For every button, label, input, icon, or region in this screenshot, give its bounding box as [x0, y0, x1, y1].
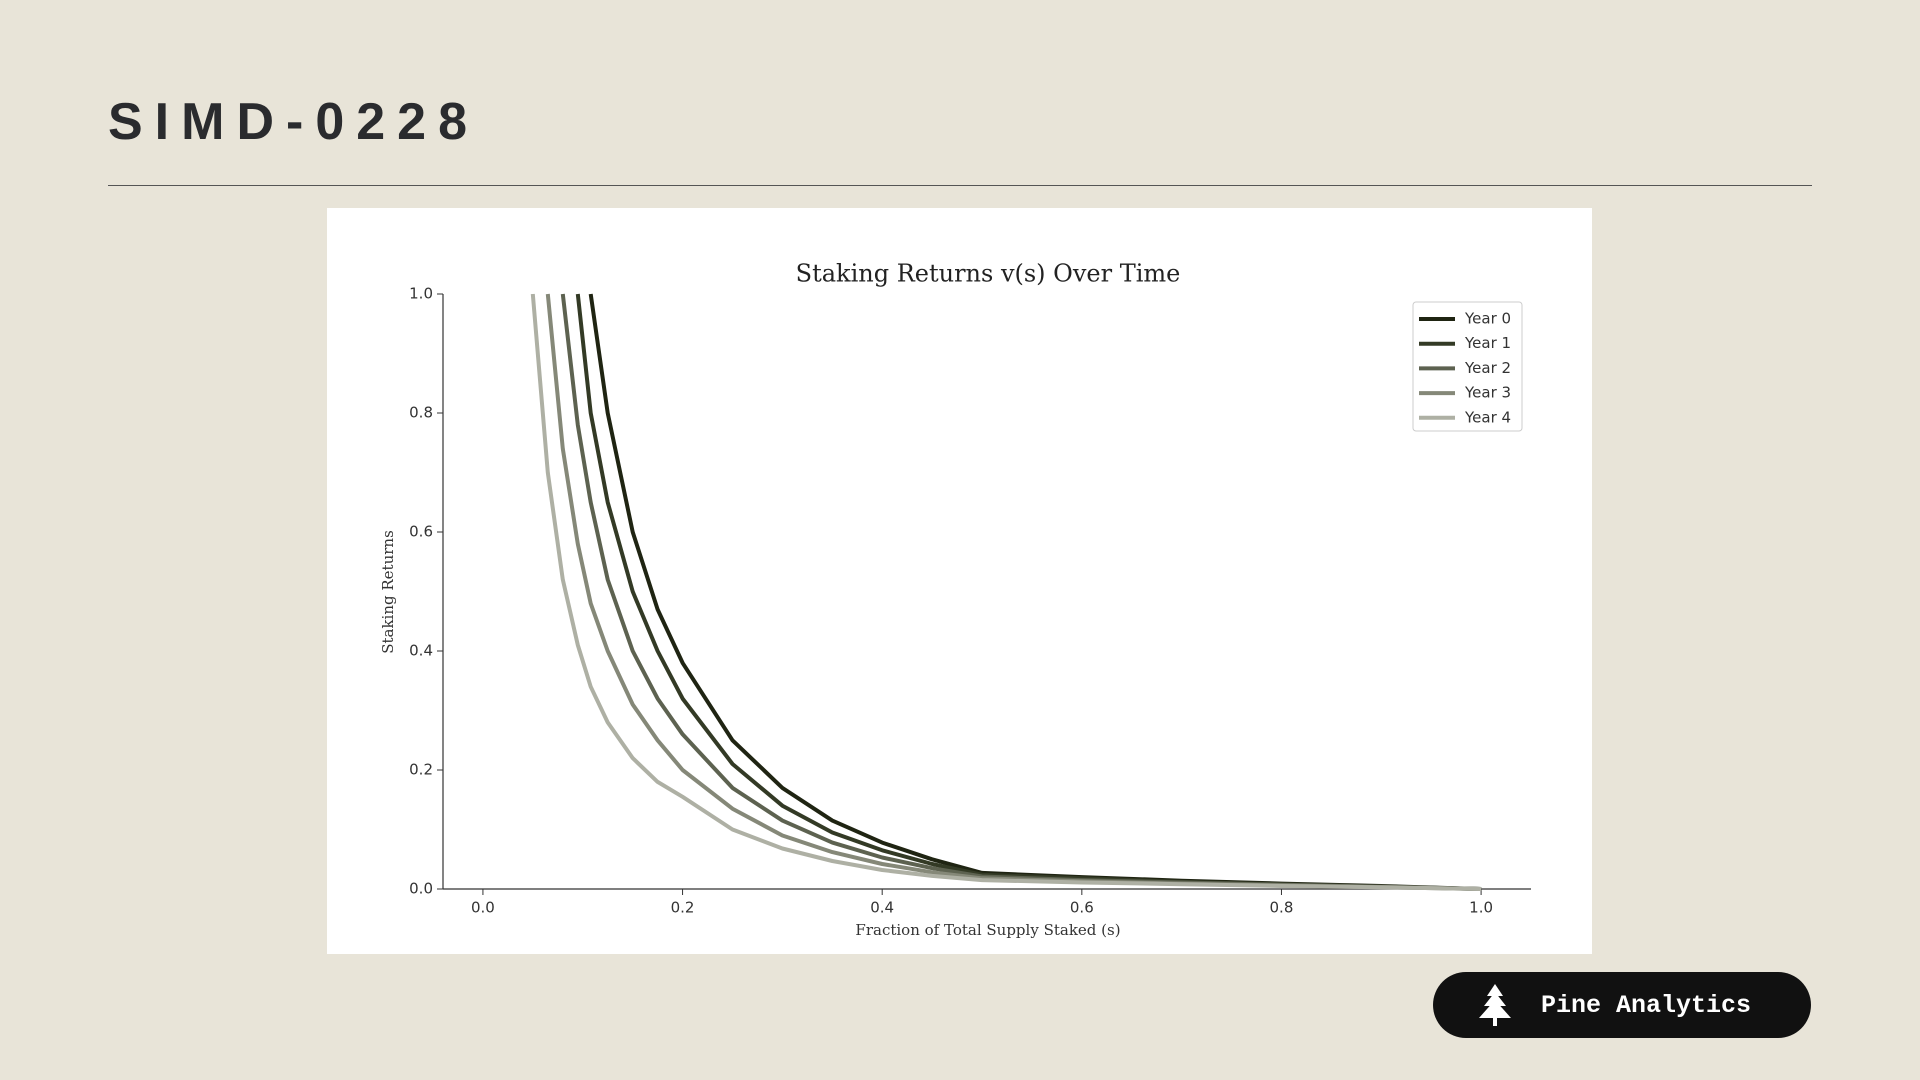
legend-label: Year 2 [1464, 359, 1511, 377]
legend-label: Year 4 [1464, 408, 1511, 426]
chart-title: Staking Returns v(s) Over Time [796, 260, 1181, 288]
x-tick-label: 0.0 [471, 899, 495, 917]
legend-label: Year 3 [1464, 384, 1511, 402]
slide-title: SIMD-0228 [108, 93, 479, 151]
brand-name: Pine Analytics [1541, 990, 1752, 1020]
legend-box [1412, 301, 1523, 432]
series-line [560, 293, 1482, 891]
pine-icon [1479, 984, 1511, 1026]
x-axis-label: Fraction of Total Supply Staked (s) [855, 921, 1120, 939]
series-line [588, 293, 1482, 891]
y-tick-label: 0.8 [409, 404, 433, 422]
x-tick-label: 0.6 [1070, 899, 1094, 917]
y-tick-label: 1.0 [409, 285, 433, 303]
x-tick-label: 0.2 [671, 899, 695, 917]
y-tick-label: 0.2 [409, 761, 433, 779]
series-line [575, 293, 1482, 891]
y-axis-label: Staking Returns [379, 530, 397, 654]
divider [108, 185, 1812, 186]
x-tick-label: 0.8 [1270, 899, 1294, 917]
series-line [530, 293, 1482, 891]
y-tick-label: 0.0 [409, 880, 433, 898]
brand-badge: Pine Analytics [1433, 972, 1811, 1038]
y-tick-label: 0.4 [409, 642, 433, 660]
y-tick-label: 0.6 [409, 523, 433, 541]
x-tick-label: 0.4 [870, 899, 894, 917]
x-tick-label: 1.0 [1469, 899, 1493, 917]
legend-label: Year 0 [1464, 310, 1511, 328]
legend-label: Year 1 [1464, 334, 1511, 352]
